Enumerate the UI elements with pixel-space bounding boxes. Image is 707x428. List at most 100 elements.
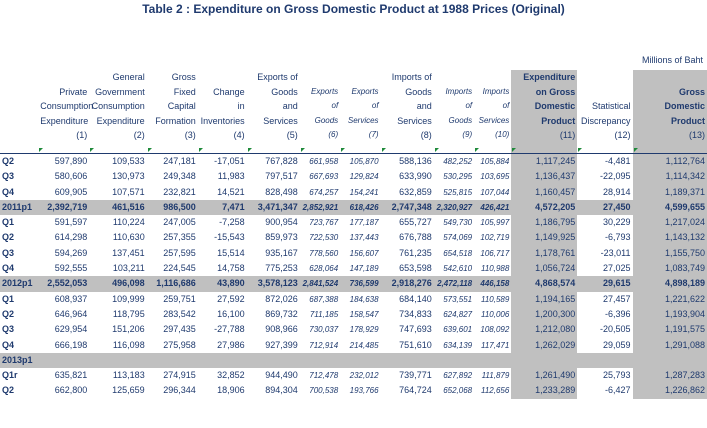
row-label-header bbox=[0, 70, 39, 154]
table-cell: 1,160,457 bbox=[511, 184, 578, 200]
table-cell: 137,443 bbox=[349, 233, 379, 243]
table-cell: 137,451 bbox=[112, 247, 145, 258]
column-header-line: Fixed bbox=[173, 86, 196, 97]
comment-marker-icon bbox=[90, 148, 95, 152]
table-cell: 27,025 bbox=[602, 263, 631, 274]
table-cell: 11,983 bbox=[217, 171, 245, 182]
table-cell: 27,986 bbox=[217, 339, 245, 350]
table-cell: 1,056,724 bbox=[511, 261, 578, 277]
table-cell: 25,793 bbox=[602, 370, 631, 381]
table-cell: 105,870 bbox=[340, 153, 381, 170]
column-number: (8) bbox=[420, 130, 432, 140]
table-row: Q3 594,269 137,451 257,595 15,514 935,167 778,… bbox=[0, 245, 707, 262]
table-cell: 110,988 bbox=[480, 264, 510, 274]
row-label: 2013p1 bbox=[0, 352, 39, 369]
table-row: Q1 591,597 110,224 247,005 -7,258 900,954 723,… bbox=[0, 215, 707, 231]
table-row: Q1r 635,821 113,183 274,915 32,852 944,490 712… bbox=[0, 368, 707, 384]
table-cell: 3,471,347 bbox=[246, 199, 300, 216]
table-cell: 662,800 bbox=[54, 385, 88, 396]
table-cell: 869,732 bbox=[265, 308, 298, 319]
table-cell: 14,521 bbox=[217, 186, 245, 197]
year-row: 2012p1 2,552,053 496,098 1,116,686 43,890 3,5… bbox=[0, 276, 707, 292]
table-cell: 687,388 bbox=[309, 294, 339, 304]
table-cell: 1,114,342 bbox=[632, 169, 707, 185]
table-cell: 105,997 bbox=[480, 218, 510, 228]
table-cell: 1,178,761 bbox=[511, 245, 578, 262]
comment-marker-icon bbox=[247, 148, 252, 152]
table-cell: 1,287,283 bbox=[632, 368, 707, 384]
table-row: Q2 597,890 109,533 247,181 -17,051 767,828 661… bbox=[0, 153, 707, 170]
table-cell bbox=[511, 352, 578, 369]
comment-marker-icon bbox=[633, 148, 638, 152]
column-number: (9) bbox=[462, 130, 473, 139]
table-cell: 573,551 bbox=[443, 294, 473, 304]
table-cell bbox=[197, 352, 247, 369]
table-cell: 274,915 bbox=[163, 370, 196, 381]
table-cell: -7,258 bbox=[219, 217, 245, 228]
table-row: Q2 646,964 118,795 283,542 16,100 869,732 711,… bbox=[0, 306, 707, 323]
table-cell: 778,560 bbox=[309, 248, 339, 258]
table-cell: 27,457 bbox=[602, 293, 631, 304]
table-cell: 110,224 bbox=[112, 217, 145, 228]
table-cell: 1,226,862 bbox=[632, 383, 707, 399]
table-cell: 736,599 bbox=[340, 276, 381, 292]
table-row: Q4 609,905 107,571 232,821 14,521 828,498 674,… bbox=[0, 184, 707, 200]
column-header-line: General bbox=[112, 72, 145, 82]
table-cell: 108,092 bbox=[480, 325, 510, 335]
column-header-line: Imports bbox=[482, 86, 510, 96]
table-cell: 109,533 bbox=[89, 153, 147, 170]
unit-label: Millions of Baht bbox=[641, 55, 703, 65]
column-header-line: on Gross bbox=[535, 86, 576, 97]
row-label: Q1 bbox=[2, 217, 15, 228]
table-cell: 118,795 bbox=[112, 308, 145, 319]
table-cell: 597,890 bbox=[38, 153, 90, 170]
row-label: Q1 bbox=[2, 293, 15, 304]
table-cell: 927,399 bbox=[265, 339, 298, 350]
table-cell bbox=[146, 352, 198, 369]
table-cell: 747,693 bbox=[399, 324, 432, 335]
table-cell: 588,136 bbox=[380, 153, 434, 170]
table-cell: 859,973 bbox=[265, 232, 298, 243]
table-cell bbox=[632, 352, 707, 369]
table-cell: 154,241 bbox=[349, 187, 379, 197]
table-cell: 29,059 bbox=[602, 339, 631, 350]
table-cell: 908,966 bbox=[265, 324, 298, 335]
table-cell: 109,999 bbox=[112, 293, 145, 304]
table-cell: 667,693 bbox=[309, 172, 339, 182]
table-cell: 1,233,289 bbox=[511, 383, 578, 399]
table-body: Q2 597,890 109,533 247,181 -17,051 767,828 661… bbox=[0, 153, 707, 399]
table-cell: 2,841,524 bbox=[299, 276, 341, 292]
table-cell: 158,547 bbox=[349, 309, 379, 319]
column-header-line: Exports of bbox=[257, 72, 298, 82]
table-cell: 27,450 bbox=[577, 199, 633, 216]
table-row: Q3 580,606 130,973 249,348 11,983 797,517 667,… bbox=[0, 169, 707, 185]
comment-marker-icon bbox=[300, 148, 305, 152]
column-header-line: Services bbox=[347, 115, 379, 125]
column-header-line: Consumption bbox=[40, 101, 94, 111]
table-cell: 767,828 bbox=[246, 153, 300, 170]
column-number: (2) bbox=[133, 130, 145, 140]
table-cell: 635,821 bbox=[54, 370, 88, 381]
table-cell: 296,344 bbox=[163, 385, 196, 396]
comment-marker-icon bbox=[434, 148, 439, 152]
table-cell: 30,229 bbox=[602, 217, 631, 228]
table-cell: 297,435 bbox=[163, 324, 196, 335]
table-cell: 574,069 bbox=[443, 233, 473, 243]
comment-marker-icon bbox=[475, 148, 480, 152]
table-cell: 2,852,921 bbox=[299, 199, 341, 216]
column-header-line: in bbox=[237, 101, 245, 111]
table-cell: 107,044 bbox=[480, 187, 510, 197]
table-cell: 618,426 bbox=[340, 199, 381, 216]
table-cell bbox=[246, 352, 300, 369]
table-cell bbox=[474, 352, 512, 369]
table-cell: 461,516 bbox=[89, 199, 147, 216]
table-cell: 151,206 bbox=[112, 324, 145, 335]
column-number: (4) bbox=[233, 130, 245, 140]
table-cell: 4,572,205 bbox=[511, 199, 578, 216]
table-cell: 1,149,925 bbox=[511, 230, 578, 246]
table-cell: 634,139 bbox=[443, 340, 473, 350]
table-cell bbox=[380, 352, 434, 369]
row-label: Q4 bbox=[2, 263, 15, 274]
column-header-line: Consumption bbox=[91, 101, 145, 111]
table-cell: 739,771 bbox=[399, 370, 432, 381]
